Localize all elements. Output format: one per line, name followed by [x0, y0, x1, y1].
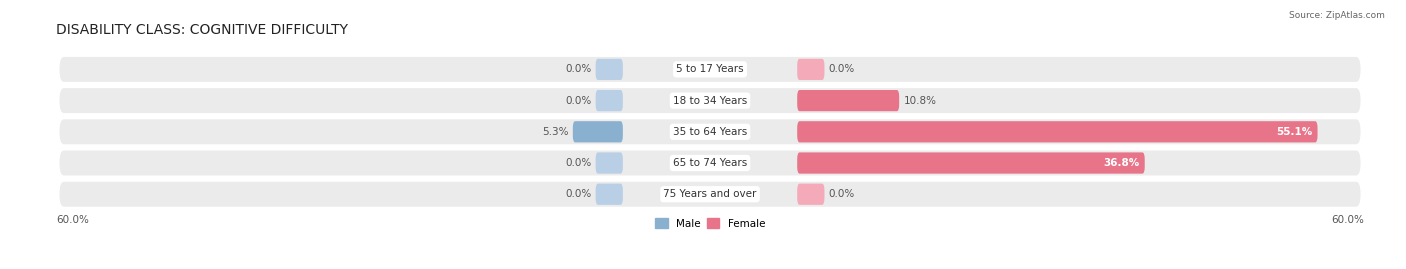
- FancyBboxPatch shape: [797, 184, 824, 205]
- FancyBboxPatch shape: [596, 153, 623, 174]
- Text: DISABILITY CLASS: COGNITIVE DIFFICULTY: DISABILITY CLASS: COGNITIVE DIFFICULTY: [56, 23, 349, 37]
- Text: 65 to 74 Years: 65 to 74 Years: [673, 158, 747, 168]
- FancyBboxPatch shape: [596, 90, 623, 111]
- FancyBboxPatch shape: [59, 182, 1361, 207]
- Legend: Male, Female: Male, Female: [651, 214, 769, 233]
- FancyBboxPatch shape: [797, 59, 824, 80]
- Text: 55.1%: 55.1%: [1275, 127, 1312, 137]
- FancyBboxPatch shape: [797, 90, 900, 111]
- Text: 0.0%: 0.0%: [565, 158, 592, 168]
- Text: 0.0%: 0.0%: [565, 189, 592, 199]
- Text: 35 to 64 Years: 35 to 64 Years: [673, 127, 747, 137]
- FancyBboxPatch shape: [59, 151, 1361, 175]
- Text: 75 Years and over: 75 Years and over: [664, 189, 756, 199]
- FancyBboxPatch shape: [59, 88, 1361, 113]
- FancyBboxPatch shape: [59, 57, 1361, 82]
- FancyBboxPatch shape: [596, 59, 623, 80]
- Text: 0.0%: 0.0%: [565, 64, 592, 75]
- Text: 5.3%: 5.3%: [541, 127, 568, 137]
- Text: 5 to 17 Years: 5 to 17 Years: [676, 64, 744, 75]
- Text: 10.8%: 10.8%: [904, 95, 936, 106]
- Text: 60.0%: 60.0%: [1331, 214, 1364, 225]
- FancyBboxPatch shape: [59, 119, 1361, 144]
- FancyBboxPatch shape: [797, 153, 1144, 174]
- Text: 0.0%: 0.0%: [828, 64, 855, 75]
- FancyBboxPatch shape: [596, 184, 623, 205]
- Text: 36.8%: 36.8%: [1104, 158, 1139, 168]
- Text: Source: ZipAtlas.com: Source: ZipAtlas.com: [1289, 11, 1385, 20]
- Text: 18 to 34 Years: 18 to 34 Years: [673, 95, 747, 106]
- Text: 0.0%: 0.0%: [565, 95, 592, 106]
- FancyBboxPatch shape: [797, 121, 1317, 142]
- Text: 60.0%: 60.0%: [56, 214, 89, 225]
- Text: 0.0%: 0.0%: [828, 189, 855, 199]
- FancyBboxPatch shape: [572, 121, 623, 142]
